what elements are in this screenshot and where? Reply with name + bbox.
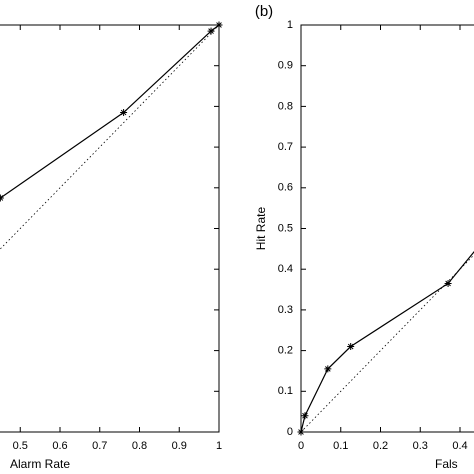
y-tick-label: 0.2 <box>278 345 293 357</box>
y-tick-label: 0.3 <box>278 304 293 316</box>
x-tick-label: 0.9 <box>172 440 187 452</box>
x-tick-label: 0.8 <box>132 440 147 452</box>
x-tick-label: 0.1 <box>333 440 348 452</box>
x-tick-label: 0.2 <box>373 440 388 452</box>
asterisk-marker <box>120 109 128 117</box>
y-axis-label: Hit Rate <box>254 207 268 251</box>
y-tick-label: 0 <box>287 426 293 438</box>
y-tick-label: 0.5 <box>278 222 293 234</box>
asterisk-marker <box>297 428 305 436</box>
y-tick-label: 0.6 <box>278 182 293 194</box>
y-tick-label: 0.1 <box>278 385 293 397</box>
x-tick-label: 1 <box>216 440 222 452</box>
data-line <box>300 250 474 433</box>
y-tick-label: 1 <box>287 19 293 31</box>
panel-label: (b) <box>255 3 273 20</box>
asterisk-marker <box>347 343 355 351</box>
x-tick-label: 0.3 <box>413 440 428 452</box>
x-tick-label: 0.4 <box>452 440 467 452</box>
asterisk-marker <box>444 279 452 287</box>
asterisk-marker <box>324 365 332 373</box>
x-tick-label: 0.5 <box>13 440 28 452</box>
y-tick-label: 0.4 <box>278 263 293 275</box>
y-tick-label: 0.8 <box>278 100 293 112</box>
x-tick-label: 0.7 <box>92 440 107 452</box>
asterisk-marker <box>0 194 4 202</box>
y-tick-label: 0.9 <box>278 60 293 72</box>
x-tick-label: 0 <box>298 440 304 452</box>
x-axis-label: Fals <box>435 457 458 471</box>
x-tick-label: 0.6 <box>52 440 67 452</box>
asterisk-marker <box>301 412 309 420</box>
diagonal-reference <box>0 24 220 250</box>
plot-frame <box>0 24 220 433</box>
y-tick-label: 0.7 <box>278 141 293 153</box>
asterisk-marker <box>207 27 215 35</box>
data-line <box>0 24 220 199</box>
asterisk-marker <box>215 21 223 29</box>
x-axis-label: Alarm Rate <box>10 457 70 471</box>
